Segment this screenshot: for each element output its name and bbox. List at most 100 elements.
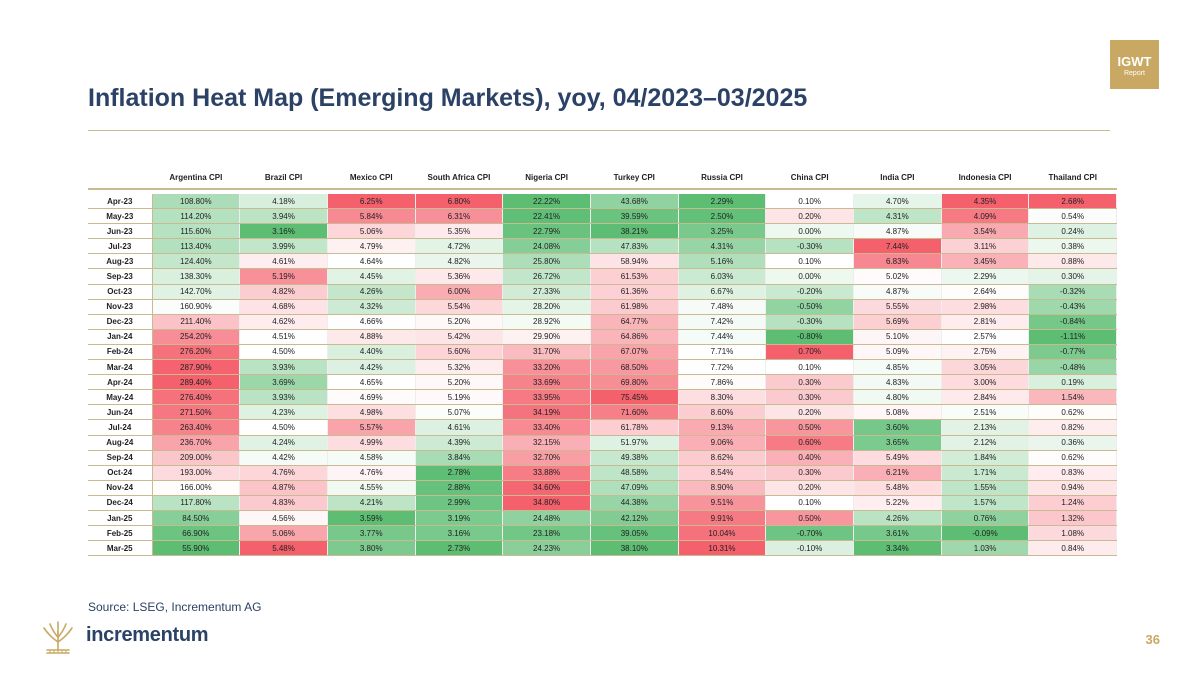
heatmap-cell: 38.21% bbox=[590, 223, 679, 240]
heatmap-cell: 5.19% bbox=[415, 389, 504, 406]
heatmap-cell: 0.20% bbox=[765, 208, 854, 225]
heatmap-cell: 7.71% bbox=[678, 344, 767, 361]
heatmap-cell: 5.06% bbox=[239, 525, 328, 542]
heatmap-cell: 4.21% bbox=[327, 495, 416, 511]
heatmap-cell: 5.08% bbox=[853, 404, 942, 421]
heatmap-cell: 0.38% bbox=[1028, 238, 1118, 255]
heatmap-cell: 4.98% bbox=[327, 404, 416, 421]
heatmap-cell: 2.13% bbox=[941, 419, 1030, 436]
heatmap-cell: 115.60% bbox=[152, 223, 241, 240]
heatmap-cell: -0.10% bbox=[765, 540, 854, 557]
column-header: Indonesia CPI bbox=[941, 166, 1029, 190]
heatmap-cell: 4.76% bbox=[327, 465, 416, 481]
heatmap-cell: 7.48% bbox=[678, 299, 767, 315]
heatmap-cell: -0.32% bbox=[1028, 284, 1118, 300]
heatmap-cell: 61.78% bbox=[590, 419, 679, 436]
heatmap-cell: 8.60% bbox=[678, 404, 767, 421]
heatmap-cell: 4.31% bbox=[853, 208, 942, 225]
heatmap-cell: 3.80% bbox=[327, 540, 416, 557]
heatmap-cell: 0.70% bbox=[765, 344, 854, 361]
heatmap-cell: 0.10% bbox=[765, 253, 854, 270]
heatmap-cell: 39.05% bbox=[590, 525, 679, 542]
heatmap-cell: 2.68% bbox=[1028, 194, 1118, 210]
heatmap-cell: 5.49% bbox=[853, 450, 942, 466]
row-label: May-23 bbox=[88, 208, 153, 225]
igwt-report-badge: IGWT Report bbox=[1110, 40, 1159, 89]
corner-cell bbox=[88, 166, 152, 190]
heatmap-cell: 0.54% bbox=[1028, 208, 1118, 225]
column-header: Nigeria CPI bbox=[502, 166, 591, 190]
heatmap-cell: 5.10% bbox=[853, 329, 942, 345]
table-row: Jan-24 254.20% 4.51% 4.88% 5.42% 29.90% 64.86%… bbox=[88, 329, 1118, 345]
table-row: Sep-24 209.00% 4.42% 4.58% 3.84% 32.70% 49.38%… bbox=[88, 450, 1118, 466]
heatmap-cell: 10.04% bbox=[678, 525, 767, 542]
heatmap-cell: 0.10% bbox=[765, 495, 854, 511]
heatmap-cell: 4.87% bbox=[239, 480, 328, 496]
column-header: China CPI bbox=[765, 166, 854, 190]
heatmap-cell: 2.78% bbox=[415, 465, 504, 481]
heatmap-cell: 3.45% bbox=[941, 253, 1030, 270]
heatmap-cell: 4.58% bbox=[327, 450, 416, 466]
heatmap-cell: 1.54% bbox=[1028, 389, 1118, 406]
heatmap-cell: 64.86% bbox=[590, 329, 679, 345]
row-label: Aug-23 bbox=[88, 253, 153, 270]
heatmap-cell: 22.79% bbox=[502, 223, 591, 240]
heatmap-cell: 7.44% bbox=[678, 329, 767, 345]
heatmap-cell: 4.40% bbox=[327, 344, 416, 361]
row-label: Jan-25 bbox=[88, 510, 153, 527]
heatmap-cell: 6.67% bbox=[678, 284, 767, 300]
heatmap-cell: 1.03% bbox=[941, 540, 1030, 557]
heatmap-cell: 3.60% bbox=[853, 419, 942, 436]
heatmap-cell: 33.88% bbox=[502, 465, 591, 481]
column-header: Thailand CPI bbox=[1028, 166, 1117, 190]
heatmap-cell: 0.50% bbox=[765, 510, 854, 527]
heatmap-cell: 4.82% bbox=[415, 253, 504, 270]
page-number: 36 bbox=[1145, 632, 1160, 647]
heatmap-cell: 5.84% bbox=[327, 208, 416, 225]
heatmap-cell: 39.59% bbox=[590, 208, 679, 225]
heatmap-cell: 31.70% bbox=[502, 344, 591, 361]
heatmap-cell: 5.19% bbox=[239, 268, 328, 285]
heatmap-cell: 209.00% bbox=[152, 450, 241, 466]
heatmap-cell: 8.62% bbox=[678, 450, 767, 466]
heatmap-cell: -0.70% bbox=[765, 525, 854, 542]
heatmap-cell: 2.81% bbox=[941, 314, 1030, 330]
heatmap-cell: 263.40% bbox=[152, 419, 241, 436]
heatmap-cell: 69.80% bbox=[590, 374, 679, 391]
heatmap-cell: 47.83% bbox=[590, 238, 679, 255]
heatmap-cell: 7.86% bbox=[678, 374, 767, 391]
column-header: South Africa CPI bbox=[415, 166, 503, 190]
heatmap-cell: 193.00% bbox=[152, 465, 241, 481]
heatmap-cell: 23.18% bbox=[502, 525, 591, 542]
heatmap-cell: 5.60% bbox=[415, 344, 504, 361]
heatmap-cell: 8.30% bbox=[678, 389, 767, 406]
row-label: Jun-24 bbox=[88, 404, 153, 421]
heatmap-cell: 4.50% bbox=[239, 344, 328, 361]
row-label: Jan-24 bbox=[88, 329, 153, 345]
heatmap-cell: 61.36% bbox=[590, 284, 679, 300]
table-row: May-24 276.40% 3.93% 4.69% 5.19% 33.95% 75.45%… bbox=[88, 389, 1118, 406]
heatmap-cell: 4.50% bbox=[239, 419, 328, 436]
heatmap-cell: 64.77% bbox=[590, 314, 679, 330]
heatmap-cell: -0.50% bbox=[765, 299, 854, 315]
heatmap-cell: 4.82% bbox=[239, 284, 328, 300]
heatmap-cell: 5.09% bbox=[853, 344, 942, 361]
heatmap-cell: 3.19% bbox=[415, 510, 504, 527]
table-row: Jun-23 115.60% 3.16% 5.06% 5.35% 22.79% 38.21%… bbox=[88, 223, 1118, 240]
heatmap-cell: 4.87% bbox=[853, 284, 942, 300]
heatmap-cell: 1.55% bbox=[941, 480, 1030, 496]
heatmap-cell: 55.90% bbox=[152, 540, 241, 557]
heatmap-cell: 5.54% bbox=[415, 299, 504, 315]
table-row: Sep-23 138.30% 5.19% 4.45% 5.36% 26.72% 61.53%… bbox=[88, 268, 1118, 285]
row-label: Jul-23 bbox=[88, 238, 153, 255]
table-row: Feb-25 66.90% 5.06% 3.77% 3.16% 23.18% 39.05% 1… bbox=[88, 525, 1118, 542]
row-label: Feb-25 bbox=[88, 525, 153, 542]
heatmap-cell: -0.30% bbox=[765, 238, 854, 255]
heatmap-cell: 113.40% bbox=[152, 238, 241, 255]
heatmap-cell: 4.26% bbox=[853, 510, 942, 527]
heatmap-cell: 0.62% bbox=[1028, 450, 1118, 466]
table-row: Oct-24 193.00% 4.76% 4.76% 2.78% 33.88% 48.58%… bbox=[88, 465, 1118, 481]
heatmap-cell: 28.20% bbox=[502, 299, 591, 315]
table-row: Aug-23 124.40% 4.61% 4.64% 4.82% 25.80% 58.94%… bbox=[88, 253, 1118, 270]
heatmap-cell: 1.08% bbox=[1028, 525, 1118, 542]
